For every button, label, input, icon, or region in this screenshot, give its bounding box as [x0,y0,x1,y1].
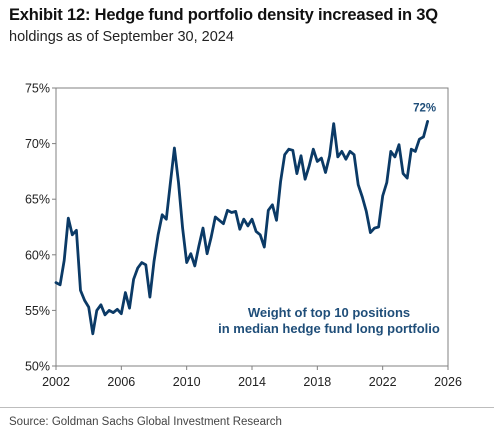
x-tick-label: 2022 [369,375,397,389]
footer-divider [0,407,494,408]
y-tick-label: 50% [25,360,50,374]
series-layer [54,120,430,336]
source-note: Source: Goldman Sachs Global Investment … [9,416,282,428]
chart-axes: 50% 55% 60% 65% 70% 75% 2002 2006 2010 2014 2018 20… [25,82,462,390]
y-tick-label: 75% [25,82,50,96]
y-tick-label: 65% [25,193,50,207]
x-tick-label: 2006 [107,375,135,389]
x-tick-label: 2014 [238,375,266,389]
chart-subtitle: holdings as of September 30, 2024 [9,29,234,45]
x-tick-label: 2002 [42,375,70,389]
x-tick-label: 2018 [303,375,331,389]
y-tick-label: 70% [25,137,50,151]
end-value-label: 72% [413,102,436,114]
x-tick-label: 2010 [173,375,201,389]
y-tick-label: 60% [25,248,50,262]
series-line [54,120,430,336]
y-tick-label: 55% [25,304,50,318]
series-label-line-2: in median hedge fund long portfolio [218,321,440,336]
series-label-line-1: Weight of top 10 positions [248,305,410,320]
x-tick-label: 2026 [434,375,462,389]
chart-title: Exhibit 12: Hedge fund portfolio density… [9,6,438,24]
